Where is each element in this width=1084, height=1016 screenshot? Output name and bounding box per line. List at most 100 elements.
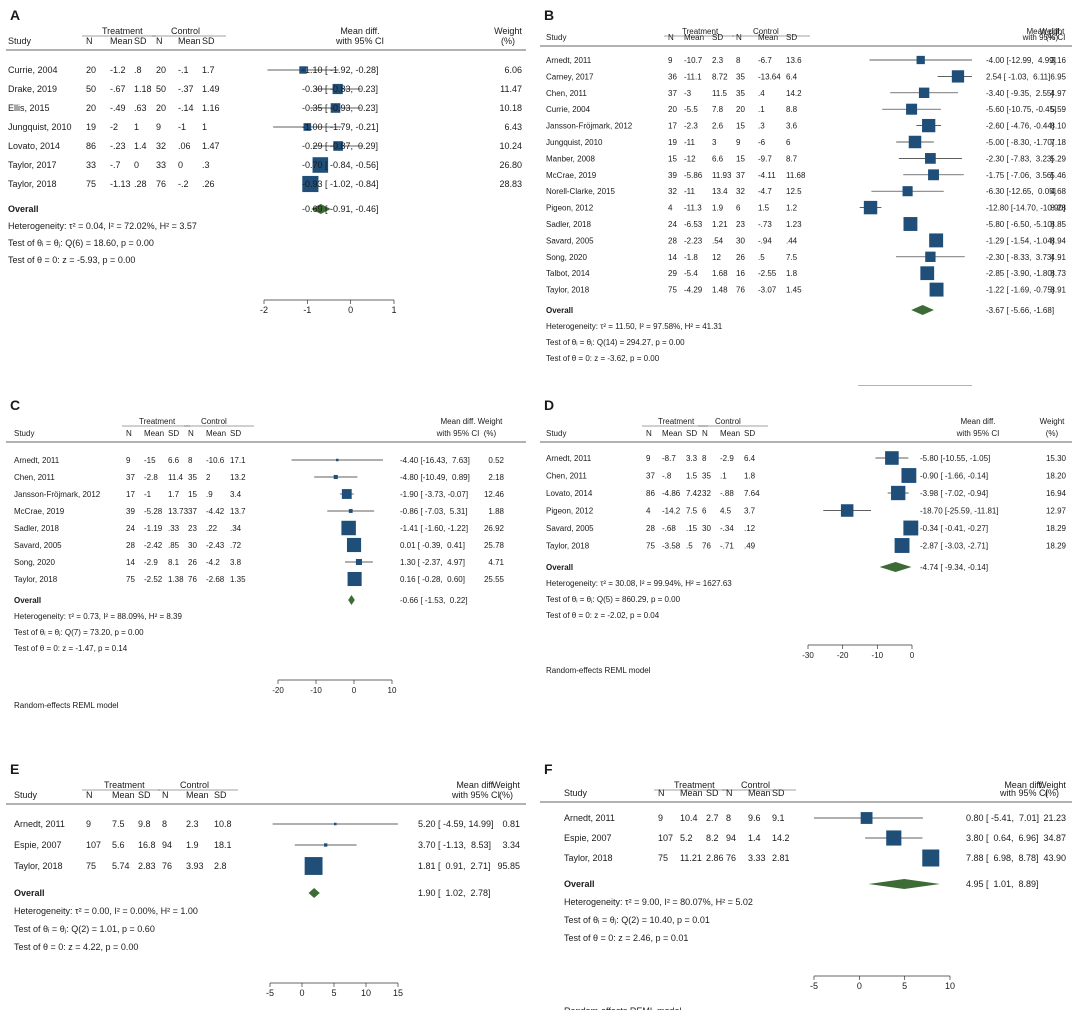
overall-diamond [308,888,320,898]
cell-study: Taylor, 2018 [8,179,57,189]
overall-label: Overall [8,204,39,214]
cell-c-sd: 1.35 [230,575,246,584]
cell-t-n: 20 [86,103,96,113]
cell-c-mean: 9.6 [748,813,761,823]
cell-study: Song, 2020 [546,253,587,262]
header-weight-pct: (%) [1045,788,1059,798]
cell-c-mean: .22 [206,524,218,533]
cell-c-n: 20 [156,103,166,113]
cell-t-n: 37 [668,89,677,98]
cell-t-sd: 2.3 [712,56,724,65]
cell-study: Arnedt, 2011 [546,56,592,65]
cell-c-sd: 2.8 [214,861,227,871]
weight-value: 8.10 [1050,122,1066,131]
x-tick-label: 10 [945,981,955,991]
cell-c-n: 8 [726,813,731,823]
panel-label: D [544,397,554,413]
panel-label: F [544,761,553,777]
cell-c-mean: 4.5 [720,507,732,516]
cell-t-sd: 2.6 [712,122,724,131]
cell-t-n: 75 [126,575,135,584]
cell-c-mean: 1.9 [186,840,199,850]
cell-t-mean: -.67 [110,84,126,94]
cell-t-n: 75 [86,861,96,871]
cell-c-sd: 7.5 [786,253,798,262]
effect-marker [929,282,944,297]
cell-t-sd: .33 [168,524,180,533]
effect-marker [840,504,854,517]
cell-t-mean: -5.28 [144,507,163,516]
cell-c-mean: .1 [758,105,765,114]
cell-study: Taylor, 2018 [564,853,613,863]
heterogeneity-text: Heterogeneity: τ² = 0.73, I² = 88.09%, H… [14,612,182,621]
cell-t-sd: 13.73 [168,507,189,516]
cell-c-n: 6 [736,204,741,213]
ci-text: -18.70 [-25.59, -11.81] [920,507,999,516]
x-tick-label: -1 [303,305,311,315]
cell-t-mean: -4.86 [662,489,681,498]
effect-marker [336,458,339,462]
overall-label: Overall [564,879,595,889]
cell-c-sd: 17.1 [230,456,246,465]
weight-value: 2.18 [488,473,504,482]
cell-c-mean: 3.93 [186,861,204,871]
cell-t-sd: .54 [712,236,724,245]
x-tick-label: 0 [910,651,915,660]
header-effect: Mean diff. [1027,27,1062,36]
cell-study: Carney, 2017 [546,72,594,81]
cell-c-sd: 14.2 [772,833,790,843]
ci-text: -1.22 [ -1.69, -0.75] [986,286,1054,295]
overall-diamond [879,562,912,572]
ci-text: -2.85 [ -3.90, -1.80] [986,269,1054,278]
weight-value: 5.29 [1050,154,1066,163]
header-treatment: Treatment [674,780,715,790]
cell-t-mean: -2.42 [144,541,163,550]
x-tick-label: -10 [310,686,322,695]
weight-value: 43.90 [1043,853,1066,863]
cell-study: Jansson-Fröjmark, 2012 [14,490,101,499]
cell-c-mean: -3.07 [758,286,777,295]
weight-value: 5.59 [1050,105,1066,114]
test-theta-text: Test of θ = 0: z = -5.93, p = 0.00 [8,255,135,265]
cell-t-sd: .15 [686,524,698,533]
ci-text: 0.80 [ -5.41, 7.01] [966,813,1039,823]
cell-t-n: 28 [646,524,655,533]
header-c-n: N [726,788,733,798]
cell-t-mean: -1.19 [144,524,163,533]
header-weight-pct: (%) [1046,429,1059,438]
cell-c-sd: 1.23 [786,220,802,229]
weight-value: 16.94 [1046,489,1067,498]
cell-t-mean: -2 [110,122,118,132]
cell-c-sd: 1.8 [744,472,756,481]
cell-c-n: 37 [736,171,745,180]
cell-study: Currie, 2004 [546,105,591,114]
ci-text: -5.00 [ -8.30, -1.70] [986,138,1054,147]
cell-t-sd: 8.72 [712,72,728,81]
overall-diamond [311,204,331,214]
effect-marker [885,451,899,465]
cell-c-n: 15 [736,122,745,131]
ci-text: -0.93 [ -1.02, -0.84] [302,179,379,189]
header-c-n: N [736,33,742,42]
cell-t-mean: 7.5 [112,819,125,829]
cell-c-n: 20 [156,65,166,75]
header-c-mean: Mean [720,429,740,438]
effect-marker [860,812,873,824]
overall-diamond [348,595,355,605]
x-tick-label: 1 [391,305,396,315]
cell-t-n: 20 [668,105,677,114]
cell-c-n: 26 [736,253,745,262]
cell-t-mean: -2.8 [144,473,158,482]
header-effect: Mean diff. [340,26,379,36]
cell-c-n: 15 [736,154,745,163]
cell-c-sd: .3 [202,160,210,170]
cell-t-mean: -11 [684,187,696,196]
cell-t-n: 75 [668,286,677,295]
cell-c-sd: 10.8 [214,819,232,829]
x-tick-label: -20 [272,686,284,695]
effect-marker [903,217,918,231]
header-t-sd: SD [138,790,151,800]
cell-c-mean: -6 [758,138,766,147]
cell-study: Norell-Clarke, 2015 [546,187,615,196]
cell-t-mean: -10.7 [684,56,703,65]
